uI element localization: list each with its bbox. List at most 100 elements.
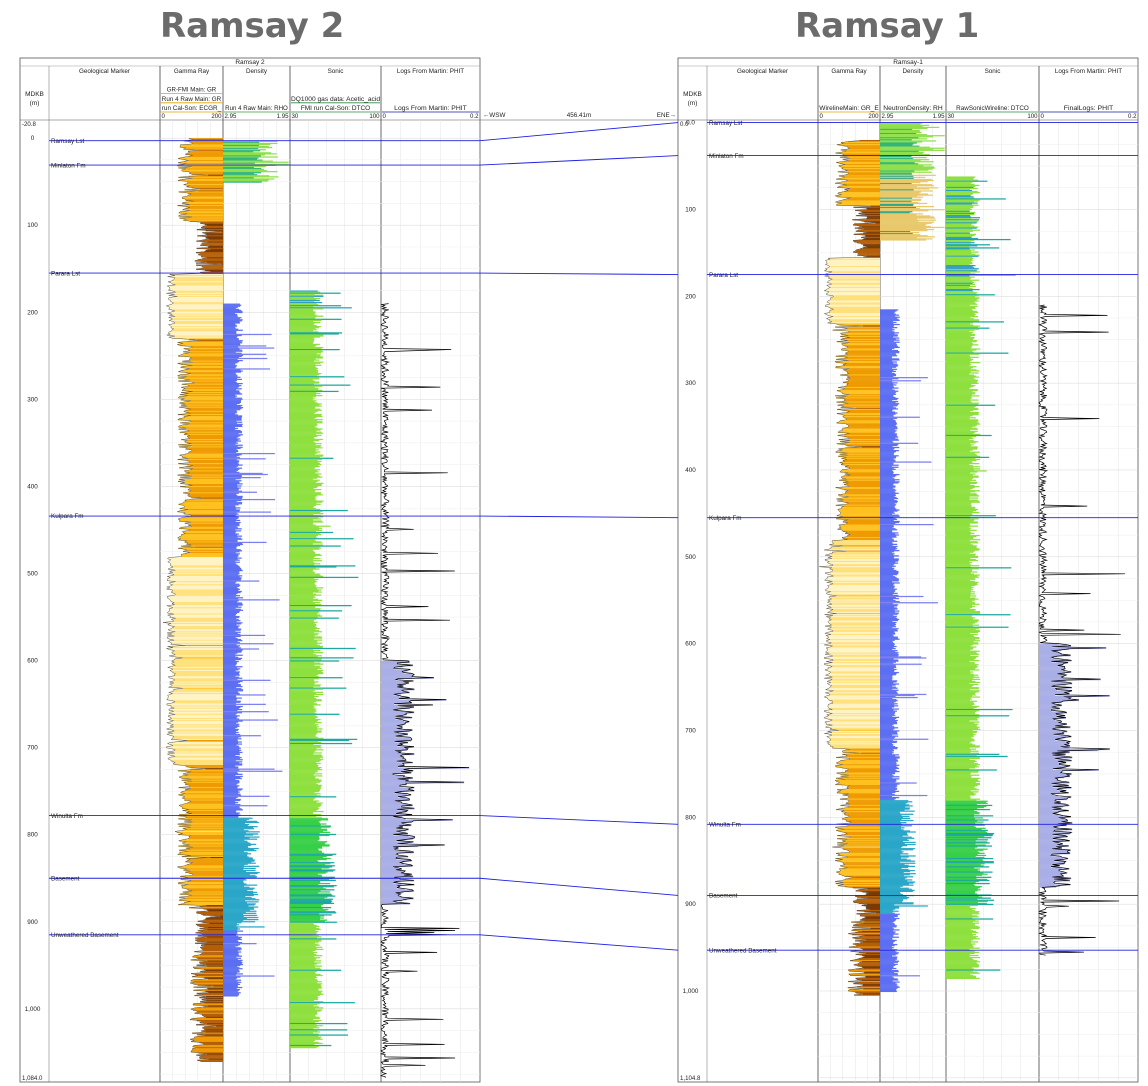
density-fill <box>880 869 915 872</box>
sonic-fill <box>946 736 974 738</box>
gamma-ray-fill <box>177 204 223 207</box>
density-fill <box>223 645 241 647</box>
density-fill <box>880 621 897 624</box>
density-fill <box>223 855 248 857</box>
density-fill <box>223 862 256 864</box>
gamma-ray-fill <box>191 1050 223 1052</box>
phit-fill <box>381 790 415 792</box>
density-fill <box>880 667 894 670</box>
gamma-ray-fill <box>213 985 223 987</box>
gamma-ray-fill <box>183 353 223 355</box>
sonic-fill <box>290 869 336 871</box>
gamma-ray-fill <box>202 933 223 935</box>
density-fill <box>880 596 896 599</box>
density-fill <box>880 921 895 923</box>
density-fill <box>223 603 243 605</box>
sonic-fill <box>290 370 318 373</box>
gamma-ray-fill <box>181 383 223 385</box>
density-fill <box>223 749 242 751</box>
sonic-fill <box>946 374 975 376</box>
density-fill <box>880 180 928 183</box>
sonic-fill <box>290 902 335 905</box>
gamma-ray-fill <box>207 960 223 962</box>
sonic-fill <box>290 649 321 652</box>
gamma-ray-fill <box>835 152 880 154</box>
phit-fill <box>381 753 415 756</box>
density-fill <box>880 583 895 585</box>
density-fill <box>223 788 243 790</box>
gamma-ray-fill <box>171 326 223 328</box>
density-fill <box>880 635 894 637</box>
range-max-label: 1.95 <box>933 113 945 120</box>
gamma-ray-fill <box>181 439 223 441</box>
sonic-fill <box>290 740 319 743</box>
gamma-ray-fill <box>198 975 223 977</box>
density-fill <box>223 450 239 453</box>
sonic-fill <box>946 554 976 556</box>
gamma-ray-fill <box>167 645 223 648</box>
sonic-fill <box>290 898 333 900</box>
density-fill <box>223 717 237 719</box>
gamma-ray-fill <box>185 533 223 535</box>
gamma-ray-fill <box>837 404 880 406</box>
gamma-ray-fill <box>824 664 880 666</box>
gamma-ray-fill <box>838 185 880 188</box>
gamma-ray-fill <box>179 520 223 522</box>
gamma-ray-fill <box>845 352 880 354</box>
density-fill <box>880 870 911 873</box>
sonic-fill <box>946 267 975 269</box>
gamma-ray-fill <box>173 290 223 292</box>
gamma-ray-fill <box>832 702 880 704</box>
gamma-ray-fill <box>831 603 880 605</box>
density-fill <box>223 380 236 383</box>
density-fill <box>880 781 896 783</box>
density-fill <box>223 434 243 436</box>
density-fill <box>880 798 896 800</box>
density-fill <box>880 566 893 568</box>
sonic-fill <box>290 737 324 739</box>
gamma-ray-fill <box>182 455 223 458</box>
density-fill <box>880 316 900 318</box>
gamma-ray-fill <box>837 450 880 452</box>
gamma-ray-fill <box>826 641 880 643</box>
gamma-ray-fill <box>168 712 223 715</box>
sonic-fill <box>946 238 1011 241</box>
gamma-ray-fill <box>845 802 880 804</box>
gamma-ray-fill <box>838 439 880 441</box>
sonic-fill <box>946 568 979 570</box>
density-fill <box>223 374 238 376</box>
density-fill <box>223 909 250 911</box>
sonic-fill <box>290 323 314 326</box>
sonic-fill <box>290 643 318 645</box>
sonic-fill <box>290 315 324 317</box>
gamma-ray-fill <box>826 318 880 320</box>
sonic-fill <box>290 1037 321 1039</box>
phit-fill <box>381 678 398 680</box>
gamma-ray-fill <box>855 959 880 961</box>
density-fill <box>223 575 243 577</box>
density-fill <box>880 364 899 366</box>
sonic-fill <box>946 435 977 438</box>
gamma-ray-fill <box>832 555 880 557</box>
sonic-fill <box>946 631 979 634</box>
gamma-ray-fill <box>194 1012 223 1014</box>
density-fill <box>223 363 236 365</box>
gamma-ray-fill <box>190 1008 223 1010</box>
sonic-fill <box>946 768 970 770</box>
density-fill <box>223 786 238 788</box>
sonic-fill <box>946 392 976 394</box>
sonic-fill <box>946 663 975 665</box>
phit-fill <box>381 792 395 794</box>
gamma-ray-fill <box>862 211 880 214</box>
density-fill <box>880 585 895 587</box>
depth-tick-label: 1,000 <box>683 988 699 995</box>
gamma-ray-fill <box>840 511 880 514</box>
sonic-fill <box>946 573 975 575</box>
sonic-fill <box>946 369 977 371</box>
gamma-ray-fill <box>826 616 880 618</box>
density-fill <box>880 759 898 761</box>
sonic-fill <box>290 292 341 294</box>
gamma-ray-fill <box>836 161 880 164</box>
gamma-ray-fill <box>200 946 223 949</box>
sonic-fill <box>946 285 976 288</box>
